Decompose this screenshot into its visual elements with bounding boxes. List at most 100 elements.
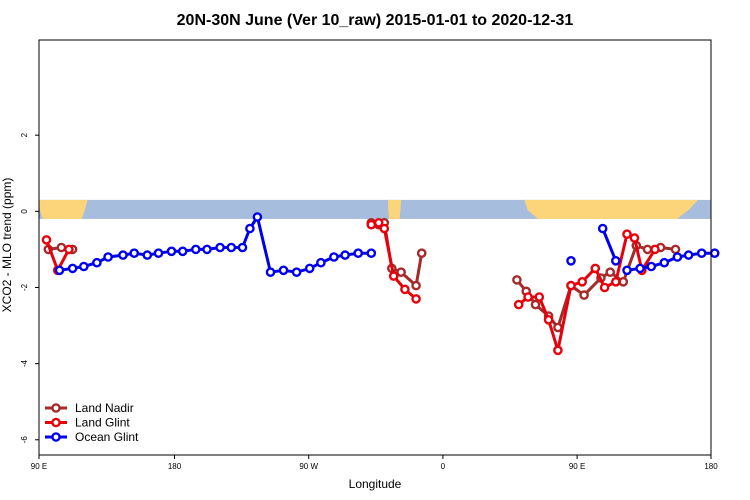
- data-point: [366, 248, 377, 258]
- data-point: [534, 292, 545, 302]
- legend-swatch-marker: [51, 432, 61, 442]
- legend-label: Ocean Glint: [75, 430, 139, 444]
- plot-frame: [38, 39, 712, 456]
- data-point: [340, 250, 350, 260]
- data-point: [597, 223, 608, 234]
- data-point: [56, 242, 67, 253]
- data-point: [153, 248, 164, 258]
- data-point: [543, 314, 554, 325]
- data-point: [373, 217, 384, 228]
- y-tick-label: 2: [20, 132, 29, 137]
- series-line: [515, 244, 676, 329]
- data-point: [416, 248, 427, 258]
- land-patch: [388, 199, 402, 219]
- data-point: [177, 246, 188, 257]
- legend-item: Ocean Glint: [45, 430, 139, 444]
- data-point: [411, 294, 421, 304]
- data-point: [215, 242, 225, 253]
- data-point: [103, 252, 113, 262]
- data-point: [237, 242, 248, 253]
- data-point: [577, 276, 588, 287]
- data-point: [92, 257, 102, 268]
- data-point: [265, 267, 276, 278]
- x-tick-label: 180: [168, 462, 182, 471]
- y-tick-label: -2: [20, 283, 29, 291]
- data-point: [291, 267, 302, 278]
- data-point: [622, 229, 632, 239]
- x-tick-label: 90 E: [569, 462, 585, 471]
- data-point: [388, 271, 399, 281]
- data-point: [611, 276, 621, 287]
- data-point: [245, 223, 255, 234]
- x-axis: 90 E 180 90 W 0 90 E 180: [31, 455, 718, 471]
- data-point: [618, 276, 629, 287]
- data-point: [650, 244, 660, 255]
- data-point: [590, 263, 601, 274]
- legend-label: Land Glint: [75, 416, 130, 430]
- data-point: [611, 255, 621, 266]
- legend-swatch-marker: [51, 417, 61, 428]
- data-point: [659, 257, 670, 268]
- x-tick-label: 0: [441, 462, 446, 471]
- data-point: [79, 261, 89, 272]
- series-land-nadir: [43, 217, 681, 333]
- data-point: [530, 299, 541, 310]
- land-patch: [524, 199, 698, 219]
- data-point: [226, 242, 237, 253]
- data-point: [396, 267, 406, 278]
- x-axis-label: Longitude: [349, 477, 402, 491]
- data-point: [566, 255, 576, 266]
- data-point: [605, 267, 616, 278]
- data-point: [523, 292, 533, 302]
- data-point: [629, 233, 640, 243]
- land-patches: [39, 199, 698, 219]
- data-point: [672, 252, 683, 262]
- data-point: [579, 290, 589, 300]
- data-point: [566, 280, 576, 291]
- data-point: [129, 248, 139, 258]
- data-point: [553, 345, 563, 356]
- data-point: [67, 263, 78, 274]
- x-tick-label: 90 E: [31, 462, 47, 471]
- data-point: [411, 280, 421, 291]
- data-point: [64, 244, 74, 255]
- series-land-glint: [41, 217, 660, 356]
- y-tick-label: -6: [20, 436, 29, 444]
- data-point: [400, 284, 410, 295]
- series-line: [601, 227, 618, 262]
- chart-title: 20N-30N June (Ver 10_raw) 2015-01-01 to …: [177, 12, 574, 29]
- legend-swatch-marker: [51, 403, 61, 413]
- data-point: [329, 252, 339, 262]
- data-point: [642, 244, 653, 255]
- data-point: [353, 248, 364, 258]
- data-point: [41, 235, 52, 245]
- data-point: [622, 265, 632, 276]
- data-point: [316, 257, 326, 268]
- y-tick-label: 0: [20, 209, 29, 214]
- x-tick-label: 180: [704, 462, 718, 471]
- data-point: [304, 263, 315, 274]
- data-point: [683, 250, 694, 260]
- data-point: [599, 282, 610, 293]
- x-tick-label: 90 W: [299, 462, 318, 471]
- data-point: [190, 244, 201, 255]
- data-point: [696, 248, 707, 258]
- data-point: [54, 265, 65, 276]
- data-point: [278, 265, 289, 276]
- data-point: [646, 261, 657, 272]
- y-axis: 2 0 -2 -4 -6: [20, 132, 39, 443]
- data-point: [366, 219, 377, 230]
- data-point: [202, 244, 212, 255]
- data-point: [166, 246, 177, 257]
- data-point: [142, 250, 153, 260]
- map-band: [39, 199, 711, 219]
- y-tick-label: -4: [20, 360, 29, 368]
- legend-label: Land Nadir: [75, 401, 134, 415]
- data-point: [512, 275, 522, 285]
- data-point: [379, 223, 390, 234]
- data-point: [513, 299, 524, 310]
- legend-item: Land Nadir: [45, 401, 134, 415]
- y-axis-label: XCO2 - MLO trend (ppm): [0, 178, 14, 313]
